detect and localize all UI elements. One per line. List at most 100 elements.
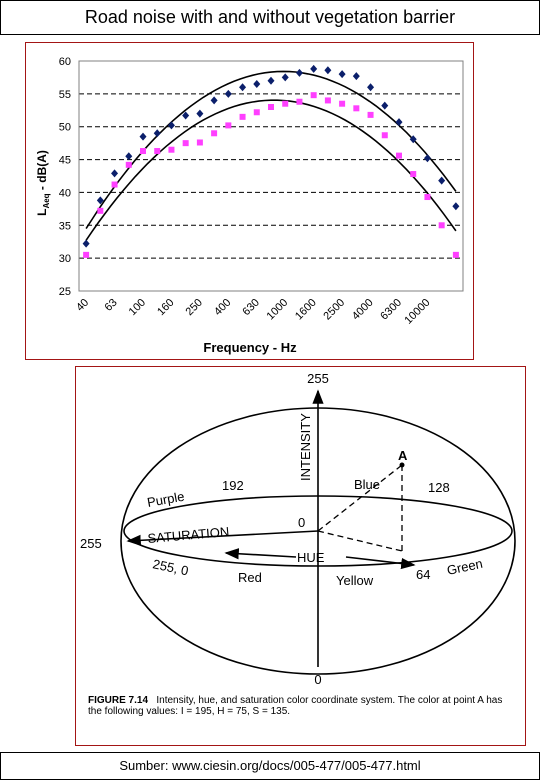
fit-curve-series-2 [85, 99, 457, 241]
series-2-point [381, 132, 388, 139]
series-2-point [225, 122, 232, 129]
series-2-point [353, 105, 360, 112]
series-2-point [182, 140, 189, 147]
series-1-point [239, 83, 247, 92]
y-axis-label: LAeq - dB(A) [35, 150, 51, 216]
y-axis-label-subscript: Aeq [42, 193, 51, 208]
x-tick-label: 100 [127, 297, 148, 318]
value-64: 64 [416, 567, 430, 582]
y-tick-label: 30 [59, 253, 71, 265]
series-1-point [409, 135, 417, 144]
chart-grid [79, 93, 463, 259]
series-2-point [97, 207, 104, 214]
y-tick-label: 45 [59, 155, 71, 167]
series-2-point [111, 181, 118, 188]
x-tick-label: 63 [103, 297, 120, 314]
x-tick-label: 630 [240, 297, 261, 318]
series-1-point [295, 68, 303, 77]
bottom-value: 0 [314, 672, 321, 687]
green-label: Green [446, 556, 484, 578]
series-1-point [324, 66, 332, 75]
series-2-point [211, 130, 218, 137]
top-value: 255 [307, 371, 329, 386]
series-1-point [352, 72, 360, 81]
series-1-point [153, 129, 161, 138]
y-tick-label: 35 [59, 220, 71, 232]
x-tick-label: 1000 [265, 297, 291, 323]
series-1-point [423, 154, 431, 163]
value-192: 192 [222, 478, 244, 493]
y-tick-label: 40 [59, 187, 71, 199]
x-axis-ticks: 40 63 100 160 250 400 630 1000 1600 2500 4000 63001… [74, 297, 432, 327]
hue-arrow-left [224, 548, 297, 560]
series-2-point [410, 171, 417, 178]
y-tick-label: 60 [59, 56, 71, 68]
point-a-projection [317, 530, 403, 552]
point-a-label: A [398, 448, 408, 463]
series-1-point [253, 80, 261, 88]
series-2-point [125, 161, 132, 168]
hsi-diagram: 255 INTENSITY A Blue Purple 192 128 SATU… [80, 371, 516, 687]
caption-figure-number: FIGURE 7.14 [88, 695, 149, 706]
series-1-point [367, 83, 375, 92]
x-tick-label: 160 [155, 297, 176, 318]
x-tick-label: 400 [212, 297, 233, 318]
series-2-point [154, 148, 161, 155]
series-2-point [253, 109, 260, 116]
fit-curve-series-1 [85, 70, 457, 230]
x-axis-label: Frequency - Hz [203, 340, 297, 355]
y-tick-label: 50 [59, 122, 71, 134]
series-1-point [267, 76, 275, 85]
series-2-point [438, 222, 445, 229]
hue-arrow-right [345, 556, 416, 570]
series-2-point [168, 146, 175, 153]
source-footer: Sumber: www.ciesin.org/docs/005-477/005-… [0, 752, 540, 780]
series-1-point [224, 89, 232, 98]
series-2-point [268, 104, 274, 110]
y-axis-ticks: 25 30 35 40 45 50 55 60 [59, 56, 71, 298]
x-tick-label: 6300 [378, 297, 404, 323]
series-1-point [281, 73, 289, 82]
value-128: 128 [428, 480, 450, 495]
series-2-point [367, 111, 374, 118]
data-points [82, 64, 460, 258]
center-zero: 0 [298, 515, 305, 530]
hue-label: HUE [297, 550, 325, 565]
x-tick-label: 2500 [321, 297, 347, 323]
series-2-point [296, 98, 303, 105]
series-1-point [338, 70, 346, 79]
series-1-point [310, 64, 318, 73]
series-1-point [96, 196, 104, 205]
series-1-point [167, 121, 175, 130]
series-2-point [239, 113, 246, 120]
value-255-0: 255, 0 [151, 556, 189, 578]
series-1-point [182, 111, 190, 120]
series-1-point [82, 239, 90, 248]
saturation-label: SATURATION [147, 524, 230, 546]
purple-label: Purple [146, 489, 186, 510]
series-1-point [111, 169, 119, 178]
y-tick-label: 25 [59, 286, 71, 298]
fit-curves [85, 70, 457, 241]
series-2-point [310, 92, 317, 99]
y-tick-label: 55 [59, 89, 71, 101]
series-1-point [139, 132, 147, 141]
intensity-label: INTENSITY [298, 413, 313, 481]
series-2-point [140, 148, 146, 155]
series-2-point [83, 251, 90, 258]
series-1-point [395, 118, 403, 127]
x-tick-label: 250 [184, 297, 205, 318]
saturation-arrow [126, 530, 319, 546]
x-tick-label: 4000 [350, 297, 376, 323]
series-2-point [452, 251, 459, 258]
series-2-point [324, 97, 331, 104]
series-1-point [452, 202, 460, 211]
caption-text: Intensity, hue, and saturation color coo… [88, 695, 503, 717]
x-tick-label: 10000 [402, 297, 432, 327]
blue-label: Blue [354, 477, 380, 492]
red-label: Red [238, 570, 262, 585]
point-a-marker [399, 462, 405, 468]
series-2-point [282, 100, 289, 107]
series-2-point [339, 100, 346, 107]
